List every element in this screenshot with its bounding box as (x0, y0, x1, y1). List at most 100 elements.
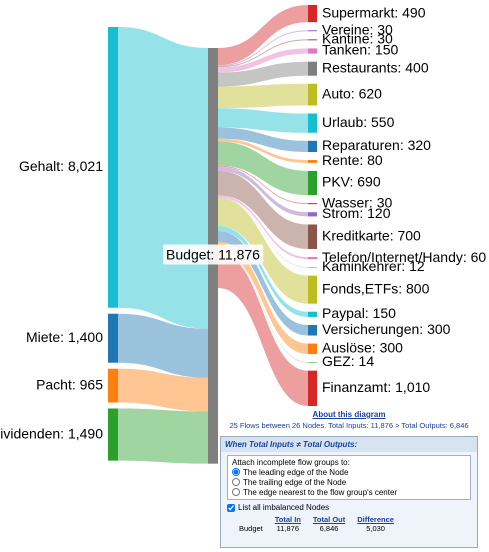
node-label: Kantine: 30 (322, 31, 393, 47)
radio[interactable] (232, 478, 240, 486)
node-label: Tanken: 150 (322, 42, 398, 58)
node-label: Wasser: 30 (322, 194, 392, 210)
output-node (308, 325, 317, 336)
output-node (308, 370, 317, 406)
node-label: Fonds,ETFs: 800 (322, 280, 430, 296)
label-bg (163, 244, 264, 265)
flow (218, 48, 308, 73)
output-node (308, 257, 317, 260)
hub-label: Budget: 11,876 (166, 247, 260, 263)
col-header: Difference (357, 515, 394, 524)
flow (218, 108, 308, 133)
node-label: Gehalt: 8,021 (19, 158, 103, 174)
node-label: Urlaub: 550 (322, 114, 395, 130)
output-node (308, 5, 317, 23)
option-row: The edge nearest to the flow group's cen… (232, 487, 466, 497)
col-header: Total Out (312, 515, 346, 524)
flow (218, 170, 308, 249)
col-header: Total In (274, 515, 301, 524)
output-node (308, 30, 317, 32)
imbalance-table: Total In Total Out Difference Budget 11,876… (233, 515, 400, 533)
flow (218, 197, 308, 268)
node-label: Versicherungen: 300 (322, 321, 451, 337)
node-label: Strom: 120 (322, 205, 391, 221)
cell: 5,030 (366, 524, 385, 533)
output-node (308, 140, 317, 153)
node-label: Restaurants: 400 (322, 59, 429, 75)
output-node (308, 39, 317, 41)
flow (218, 127, 308, 153)
output-node (308, 160, 317, 163)
flow (118, 408, 208, 464)
input-node (108, 368, 118, 403)
flow (218, 61, 308, 87)
node-label: Dividenden: 1,490 (0, 425, 103, 441)
cell: 11,876 (276, 524, 300, 533)
node-label: GEZ: 14 (322, 353, 374, 369)
node-label: Pacht: 965 (36, 376, 103, 392)
output-node (308, 275, 317, 304)
node-label: Auslöse: 300 (322, 340, 403, 356)
flow (218, 165, 308, 205)
flow (218, 225, 308, 317)
flow (118, 368, 208, 412)
flow (218, 252, 308, 406)
flow (218, 166, 308, 217)
checkbox-row: List all imbalanced Nodes (227, 503, 471, 512)
node-label: Vereine: 30 (322, 21, 393, 37)
node-label: Reparaturen: 320 (322, 137, 431, 153)
cell: 6,846 (319, 524, 339, 533)
radio[interactable] (232, 488, 240, 496)
option-row: The trailing edge of the Node (232, 477, 466, 487)
output-node (308, 113, 317, 133)
node-label: Paypal: 150 (322, 305, 396, 321)
flow (118, 313, 208, 378)
option: The leading edge of the Node (243, 467, 349, 477)
info-panel: About this diagram 25 Flows between 26 N… (220, 408, 478, 552)
node-label: Telefon/Internet/Handy: 60 (322, 249, 486, 265)
flow (218, 83, 308, 109)
flow (218, 231, 308, 336)
option: The edge nearest to the flow group's cen… (243, 487, 398, 497)
imbalance-box: When Total Inputs ≠ Total Outputs: Attac… (220, 436, 478, 548)
node-label: Miete: 1,400 (26, 329, 103, 345)
attach-group: Attach incomplete flow groups to: The le… (227, 455, 471, 500)
node-label: PKV: 690 (322, 174, 381, 190)
node-label: Kaminkehrer: 12 (322, 258, 425, 274)
output-node (308, 362, 317, 363)
attach-label: Attach incomplete flow groups to: (232, 458, 350, 467)
flow (218, 195, 308, 260)
node-label: Rente: 80 (322, 152, 383, 168)
output-node (308, 343, 317, 355)
flow (218, 141, 308, 196)
output-node (308, 83, 317, 106)
output-node (308, 61, 317, 76)
node-label: Kreditkarte: 700 (322, 227, 421, 243)
node-label: Auto: 620 (322, 85, 382, 101)
option-row: The leading edge of the Node (232, 467, 466, 477)
about-link[interactable]: About this diagram (312, 410, 386, 419)
output-node (308, 224, 317, 249)
output-node (308, 170, 317, 196)
heading: When Total Inputs ≠ Total Outputs: (221, 437, 477, 452)
option: The trailing edge of the Node (243, 477, 347, 487)
input-node (108, 313, 118, 363)
cell: Budget (239, 524, 263, 533)
output-node (308, 212, 317, 217)
checkbox[interactable] (227, 503, 235, 512)
flow (218, 39, 308, 68)
summary: 25 Flows between 26 Nodes. Total Inputs:… (229, 421, 469, 430)
output-node (308, 203, 317, 205)
flow (218, 241, 308, 355)
flow (218, 5, 308, 66)
checkbox-label: List all imbalanced Nodes (238, 503, 330, 512)
output-node (308, 267, 317, 268)
radio[interactable] (232, 468, 240, 476)
node-label: Finanzamt: 1,010 (322, 379, 430, 395)
flow (118, 27, 208, 329)
input-node (108, 408, 118, 461)
flow (218, 138, 308, 163)
node-label: Supermarkt: 490 (322, 4, 426, 20)
